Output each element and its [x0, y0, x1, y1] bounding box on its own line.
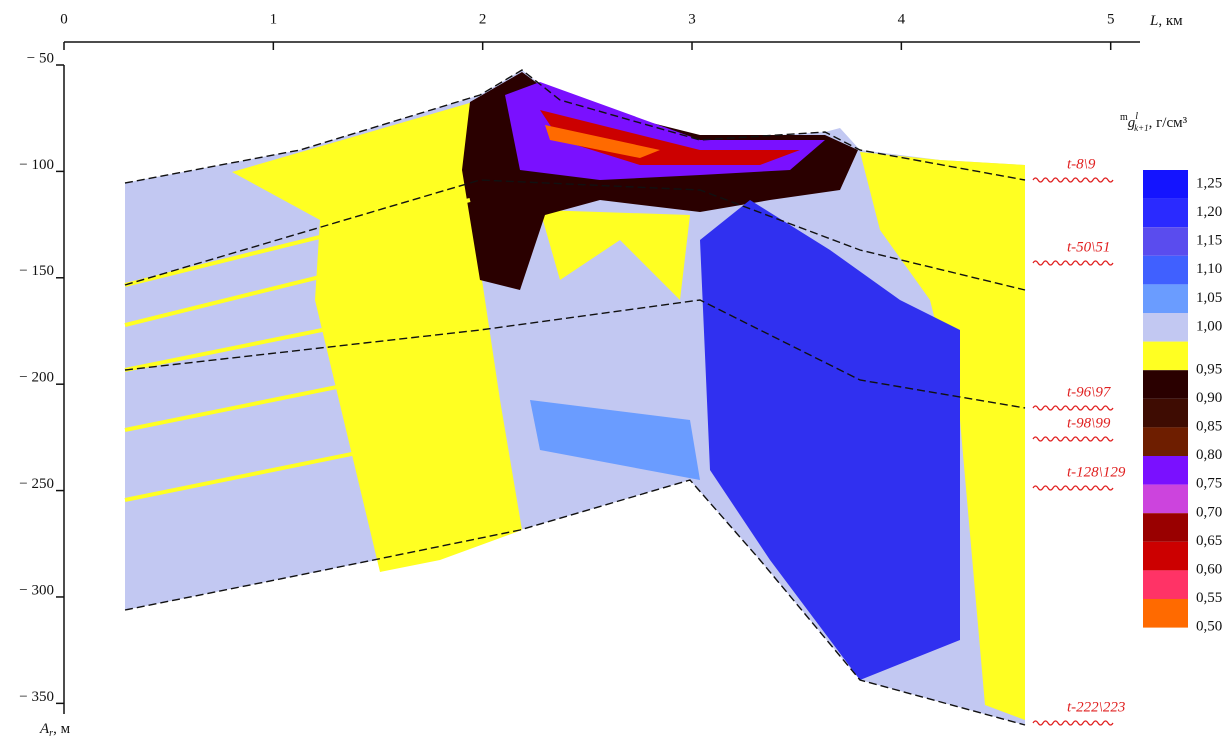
horizon-wave: [1032, 720, 1114, 726]
legend-label: 1,00: [1196, 318, 1222, 334]
legend-title-pre: m: [1120, 112, 1128, 123]
red-zone: [540, 110, 800, 165]
legend-swatch: [1143, 427, 1188, 456]
horizon-label: t-96\97: [1067, 384, 1112, 400]
horizon-label: t-98\99: [1067, 415, 1111, 431]
legend-swatch: [1143, 227, 1188, 256]
legend-title-symbol: g: [1128, 115, 1136, 131]
legend: 1,25 1,20 1,15 1,10 1,05 1,00 0,95 0,90 0,85 0,80…: [1143, 170, 1222, 635]
legend-label: 0,80: [1196, 447, 1222, 463]
x-tick-label: 3: [688, 11, 696, 27]
horizon-label: t-128\129: [1067, 464, 1126, 480]
yellow-zone: [860, 152, 1025, 720]
horizon-label: t-50\51: [1067, 239, 1110, 255]
x-tick-label: 2: [479, 11, 487, 27]
legend-swatch: [1143, 513, 1188, 542]
legend-label: 0,70: [1196, 504, 1222, 520]
y-tick-label: − 50: [27, 50, 54, 66]
y-tick-label: − 250: [19, 476, 54, 492]
legend-label: 1,05: [1196, 290, 1222, 306]
section: [124, 69, 1026, 726]
legend-label: 0,60: [1196, 562, 1222, 578]
yellow-stripes: [124, 198, 471, 502]
x-tick-label: 5: [1107, 11, 1115, 27]
legend-title: mgl k+1, г/см³: [1120, 111, 1188, 133]
legend-label: 0,75: [1196, 476, 1222, 492]
legend-swatch: [1143, 599, 1188, 628]
legend-label: 0,95: [1196, 361, 1222, 377]
y-tick-label: − 200: [19, 370, 54, 386]
yellow-zone: [540, 210, 690, 300]
legend-swatch: [1143, 284, 1188, 313]
horizon-wave: [1032, 260, 1114, 266]
legend-swatch: [1143, 370, 1188, 399]
legend-swatch: [1143, 170, 1188, 199]
yellow-zone: [232, 100, 522, 572]
legend-swatch: [1143, 484, 1188, 514]
horizon-wave: [1032, 177, 1114, 183]
legend-label: 1,15: [1196, 233, 1222, 249]
legend-label: 1,25: [1196, 175, 1222, 191]
horizon-lines: [124, 69, 1026, 726]
x-tick-label: 1: [270, 11, 278, 27]
legend-title-unit: , г/см³: [1149, 115, 1188, 131]
x-label-symbol: L: [1149, 13, 1158, 29]
legend-swatch: [1143, 255, 1188, 285]
legend-swatch: [1143, 398, 1188, 428]
legend-swatch: [1143, 541, 1188, 571]
horizon-wave: [1032, 405, 1114, 411]
horizon-labels: t-8\9 t-50\51 t-96\97 t-98\99 t-128\129 t-222…: [1032, 156, 1126, 726]
legend-label: 0,90: [1196, 390, 1222, 406]
legend-title-sup: l: [1135, 111, 1138, 122]
y-label-subscript: r: [49, 728, 53, 739]
legend-swatch: [1143, 456, 1188, 485]
x-axis-label: L, км: [1149, 13, 1183, 29]
horizon-wave: [1032, 485, 1114, 491]
legend-swatch: [1143, 570, 1188, 599]
legend-swatch: [1143, 341, 1188, 371]
y-label-symbol: A: [39, 721, 50, 737]
legend-label: 1,10: [1196, 261, 1222, 277]
x-tick-label: 4: [898, 11, 906, 27]
y-label-unit: , м: [53, 721, 71, 737]
legend-swatch: [1143, 198, 1188, 228]
blue-zone: [530, 400, 700, 480]
x-tick-label: 0: [60, 11, 68, 27]
x-label-unit: , км: [1158, 13, 1183, 29]
legend-label: 1,20: [1196, 204, 1222, 220]
horizon-wave: [1032, 436, 1114, 442]
horizon-label: t-8\9: [1067, 156, 1096, 172]
y-tick-label: − 100: [19, 157, 54, 173]
y-tick-label: − 150: [19, 263, 54, 279]
legend-label: 0,55: [1196, 590, 1222, 606]
legend-label: 0,50: [1196, 619, 1222, 635]
legend-label: 0,85: [1196, 419, 1222, 435]
orange-zone: [545, 125, 660, 158]
horizon-label: t-222\223: [1067, 699, 1125, 715]
y-tick-label: − 300: [19, 582, 54, 598]
y-tick-label: − 350: [19, 689, 54, 705]
blue-zone: [700, 200, 960, 680]
legend-label: 0,65: [1196, 533, 1222, 549]
y-axis-label: Ar, м: [39, 721, 71, 739]
legend-title-sub: k+1: [1134, 123, 1149, 133]
legend-swatch: [1143, 313, 1188, 342]
